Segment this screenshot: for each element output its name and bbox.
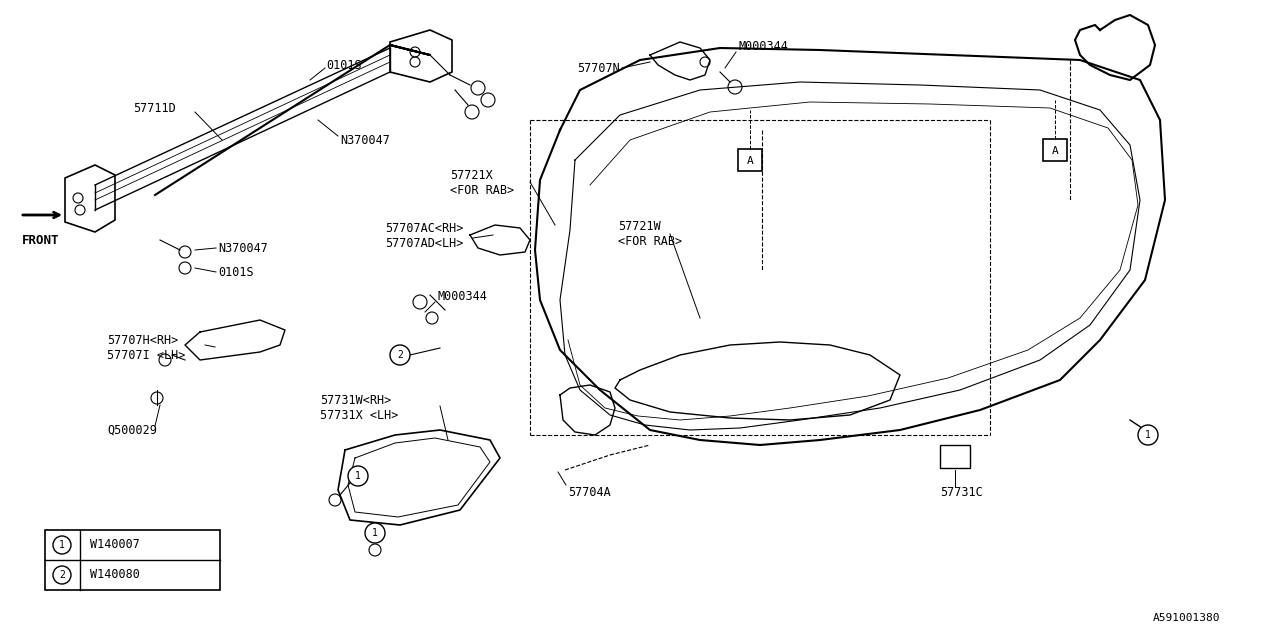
Text: FRONT: FRONT: [22, 234, 59, 246]
Text: 1: 1: [355, 471, 361, 481]
Circle shape: [390, 345, 410, 365]
Text: 57711D: 57711D: [133, 102, 175, 115]
Circle shape: [365, 523, 385, 543]
Text: 2: 2: [397, 350, 403, 360]
Text: <FOR RAB>: <FOR RAB>: [451, 184, 515, 196]
Text: 57707I <LH>: 57707I <LH>: [108, 349, 186, 362]
Text: 1: 1: [1146, 430, 1151, 440]
Text: M000344: M000344: [436, 289, 486, 303]
Circle shape: [348, 466, 369, 486]
FancyBboxPatch shape: [1043, 139, 1068, 161]
Text: 2: 2: [59, 570, 65, 580]
Text: 1: 1: [59, 540, 65, 550]
Text: 57707AC<RH>: 57707AC<RH>: [385, 221, 463, 234]
Text: 57707H<RH>: 57707H<RH>: [108, 333, 178, 346]
Text: N370047: N370047: [218, 241, 268, 255]
Text: W140080: W140080: [90, 568, 140, 582]
Text: 57704A: 57704A: [568, 486, 611, 499]
Text: A: A: [1052, 146, 1059, 156]
Text: M000344: M000344: [739, 40, 788, 52]
Text: 57731W<RH>: 57731W<RH>: [320, 394, 392, 406]
Text: 57731X <LH>: 57731X <LH>: [320, 408, 398, 422]
Text: N370047: N370047: [340, 134, 390, 147]
Text: <FOR RAB>: <FOR RAB>: [618, 234, 682, 248]
Circle shape: [52, 566, 70, 584]
Text: 57707N: 57707N: [577, 61, 620, 74]
Text: 1: 1: [372, 528, 378, 538]
Text: 57731C: 57731C: [940, 486, 983, 499]
FancyBboxPatch shape: [45, 530, 220, 590]
Circle shape: [1138, 425, 1158, 445]
Circle shape: [52, 536, 70, 554]
Text: W140007: W140007: [90, 538, 140, 552]
Text: 57721W: 57721W: [618, 220, 660, 232]
Text: 57707AD<LH>: 57707AD<LH>: [385, 237, 463, 250]
Text: Q500029: Q500029: [108, 424, 157, 436]
FancyBboxPatch shape: [739, 149, 762, 171]
Text: 57721X: 57721X: [451, 168, 493, 182]
Text: A591001380: A591001380: [1152, 613, 1220, 623]
Text: 0101S: 0101S: [326, 58, 362, 72]
Text: A: A: [746, 156, 754, 166]
Text: 0101S: 0101S: [218, 266, 253, 278]
